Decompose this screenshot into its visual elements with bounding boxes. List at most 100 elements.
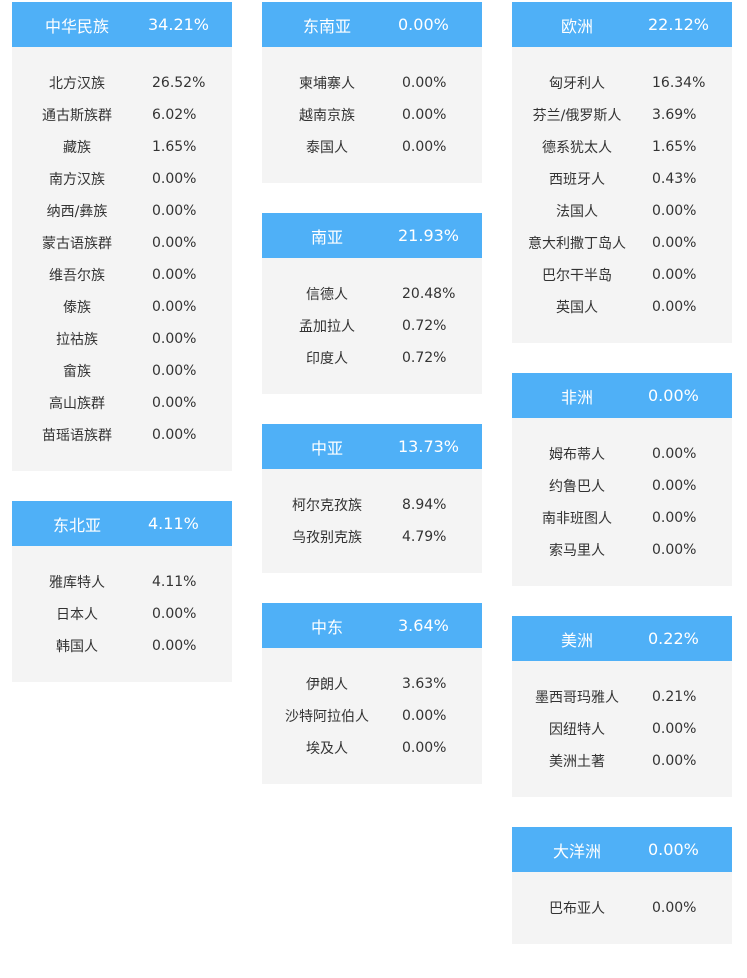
population-row: 约鲁巴人 0.00% bbox=[512, 470, 732, 502]
population-row: 北方汉族 26.52% bbox=[12, 67, 232, 99]
region-card-header: 中华民族 34.21% bbox=[12, 2, 232, 47]
population-row: 苗瑶语族群 0.00% bbox=[12, 419, 232, 451]
population-name: 雅库特人 bbox=[49, 575, 105, 591]
population-percentage: 1.65% bbox=[652, 139, 697, 155]
population-row: 蒙古语族群 0.00% bbox=[12, 227, 232, 259]
population-name: 韩国人 bbox=[56, 639, 98, 655]
region-percentage: 4.11% bbox=[148, 514, 199, 533]
population-row: 高山族群 0.00% bbox=[12, 387, 232, 419]
population-row: 英国人 0.00% bbox=[512, 291, 732, 323]
population-name: 法国人 bbox=[556, 204, 598, 220]
population-percentage: 4.79% bbox=[402, 529, 447, 545]
population-percentage: 4.11% bbox=[152, 574, 197, 590]
population-percentage: 0.00% bbox=[152, 331, 197, 347]
population-percentage: 0.00% bbox=[652, 203, 697, 219]
population-name: 印度人 bbox=[306, 351, 348, 367]
population-name: 匈牙利人 bbox=[549, 76, 605, 92]
region-card: 东北亚 4.11% 雅库特人 4.11% 日本人 0.00% 韩国人 0.00% bbox=[12, 501, 232, 682]
region-card-header: 东北亚 4.11% bbox=[12, 501, 232, 546]
population-percentage: 0.00% bbox=[652, 510, 697, 526]
population-name: 傣族 bbox=[63, 300, 91, 316]
population-row: 乌孜别克族 4.79% bbox=[262, 521, 482, 553]
population-row: 信德人 20.48% bbox=[262, 278, 482, 310]
population-name: 南方汉族 bbox=[49, 172, 105, 188]
region-name: 美洲 bbox=[560, 630, 593, 650]
population-row: 匈牙利人 16.34% bbox=[512, 67, 732, 99]
population-percentage: 0.00% bbox=[152, 299, 197, 315]
population-percentage: 20.48% bbox=[402, 286, 456, 302]
population-percentage: 0.43% bbox=[652, 171, 697, 187]
population-percentage: 0.00% bbox=[652, 721, 697, 737]
population-row: 美洲土著 0.00% bbox=[512, 745, 732, 777]
population-row: 埃及人 0.00% bbox=[262, 732, 482, 764]
population-name: 拉祜族 bbox=[56, 332, 98, 348]
population-row: 维吾尔族 0.00% bbox=[12, 259, 232, 291]
population-name: 北方汉族 bbox=[49, 76, 105, 92]
population-row: 傣族 0.00% bbox=[12, 291, 232, 323]
population-percentage: 0.00% bbox=[652, 267, 697, 283]
population-name: 姆布蒂人 bbox=[549, 447, 605, 463]
population-percentage: 0.00% bbox=[152, 395, 197, 411]
population-row: 巴尔干半岛 0.00% bbox=[512, 259, 732, 291]
population-row: 越南京族 0.00% bbox=[262, 99, 482, 131]
population-row: 畲族 0.00% bbox=[12, 355, 232, 387]
population-row: 因纽特人 0.00% bbox=[512, 713, 732, 745]
region-card: 南亚 21.93% 信德人 20.48% 孟加拉人 0.72% 印度人 0.72% bbox=[262, 213, 482, 394]
population-name: 墨西哥玛雅人 bbox=[535, 690, 619, 706]
population-name: 西班牙人 bbox=[549, 172, 605, 188]
population-name: 信德人 bbox=[306, 287, 348, 303]
population-name: 南非班图人 bbox=[542, 511, 612, 527]
population-name: 意大利撒丁岛人 bbox=[528, 236, 626, 252]
population-percentage: 1.65% bbox=[152, 139, 197, 155]
region-name: 东南亚 bbox=[302, 16, 351, 36]
population-percentage: 3.69% bbox=[652, 107, 697, 123]
population-name: 埃及人 bbox=[306, 741, 348, 757]
region-name: 非洲 bbox=[560, 387, 593, 407]
population-row: 韩国人 0.00% bbox=[12, 630, 232, 662]
region-card-header: 美洲 0.22% bbox=[512, 616, 732, 661]
region-name: 中东 bbox=[310, 617, 343, 637]
population-name: 巴尔干半岛 bbox=[542, 268, 612, 284]
population-row: 西班牙人 0.43% bbox=[512, 163, 732, 195]
population-name: 英国人 bbox=[556, 300, 598, 316]
population-percentage: 16.34% bbox=[652, 75, 706, 91]
region-percentage: 22.12% bbox=[648, 15, 710, 34]
population-name: 藏族 bbox=[63, 140, 91, 156]
population-name: 畲族 bbox=[63, 364, 91, 380]
population-name: 维吾尔族 bbox=[49, 268, 105, 284]
population-percentage: 6.02% bbox=[152, 107, 197, 123]
population-row: 柬埔寨人 0.00% bbox=[262, 67, 482, 99]
population-percentage: 0.00% bbox=[652, 299, 697, 315]
population-percentage: 0.00% bbox=[402, 75, 447, 91]
population-name: 蒙古语族群 bbox=[42, 236, 112, 252]
population-row: 印度人 0.72% bbox=[262, 342, 482, 374]
region-card-header: 非洲 0.00% bbox=[512, 373, 732, 418]
population-row: 法国人 0.00% bbox=[512, 195, 732, 227]
population-name: 乌孜别克族 bbox=[292, 530, 362, 546]
population-row: 南非班图人 0.00% bbox=[512, 502, 732, 534]
population-percentage: 0.72% bbox=[402, 318, 447, 334]
region-card-header: 欧洲 22.12% bbox=[512, 2, 732, 47]
population-list: 匈牙利人 16.34% 芬兰/俄罗斯人 3.69% 德系犹太人 1.65% 西班牙人 0.43… bbox=[512, 47, 732, 343]
population-percentage: 0.00% bbox=[152, 638, 197, 654]
population-name: 约鲁巴人 bbox=[549, 479, 605, 495]
population-name: 巴布亚人 bbox=[549, 901, 605, 917]
population-list: 伊朗人 3.63% 沙特阿拉伯人 0.00% 埃及人 0.00% bbox=[262, 648, 482, 784]
population-row: 泰国人 0.00% bbox=[262, 131, 482, 163]
region-card: 美洲 0.22% 墨西哥玛雅人 0.21% 因纽特人 0.00% 美洲土著 0.00% bbox=[512, 616, 732, 797]
population-percentage: 0.00% bbox=[152, 171, 197, 187]
population-list: 雅库特人 4.11% 日本人 0.00% 韩国人 0.00% bbox=[12, 546, 232, 682]
population-percentage: 0.00% bbox=[652, 446, 697, 462]
region-card: 中亚 13.73% 柯尔克孜族 8.94% 乌孜别克族 4.79% bbox=[262, 424, 482, 573]
region-card: 欧洲 22.12% 匈牙利人 16.34% 芬兰/俄罗斯人 3.69% 德系犹太人 1.65%… bbox=[512, 2, 732, 343]
region-name: 大洋洲 bbox=[552, 841, 601, 861]
region-card: 东南亚 0.00% 柬埔寨人 0.00% 越南京族 0.00% 泰国人 0.00% bbox=[262, 2, 482, 183]
population-list: 柯尔克孜族 8.94% 乌孜别克族 4.79% bbox=[262, 469, 482, 573]
population-name: 柯尔克孜族 bbox=[292, 498, 362, 514]
population-list: 信德人 20.48% 孟加拉人 0.72% 印度人 0.72% bbox=[262, 258, 482, 394]
population-name: 通古斯族群 bbox=[42, 108, 112, 124]
population-row: 芬兰/俄罗斯人 3.69% bbox=[512, 99, 732, 131]
region-name: 中亚 bbox=[310, 438, 343, 458]
population-percentage: 0.00% bbox=[652, 542, 697, 558]
population-percentage: 0.00% bbox=[402, 139, 447, 155]
